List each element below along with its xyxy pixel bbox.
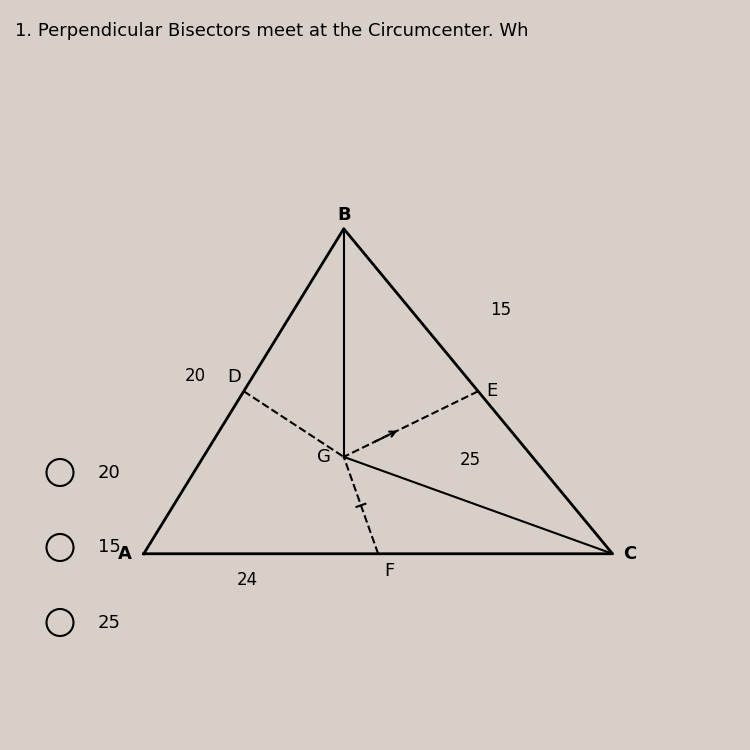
Text: C: C (623, 544, 637, 562)
Text: F: F (384, 562, 394, 580)
Text: 15: 15 (98, 538, 120, 556)
Text: G: G (316, 448, 331, 466)
Text: 20: 20 (98, 464, 120, 482)
Text: D: D (227, 368, 242, 386)
Text: 25: 25 (98, 614, 121, 632)
Text: A: A (118, 544, 132, 562)
Text: 1. Perpendicular Bisectors meet at the Circumcenter. Wh: 1. Perpendicular Bisectors meet at the C… (15, 22, 529, 40)
Text: E: E (486, 382, 497, 400)
Text: 15: 15 (490, 301, 512, 319)
Text: 20: 20 (185, 367, 206, 385)
Text: 24: 24 (236, 572, 257, 590)
Text: B: B (337, 206, 350, 224)
Text: 25: 25 (459, 451, 481, 469)
